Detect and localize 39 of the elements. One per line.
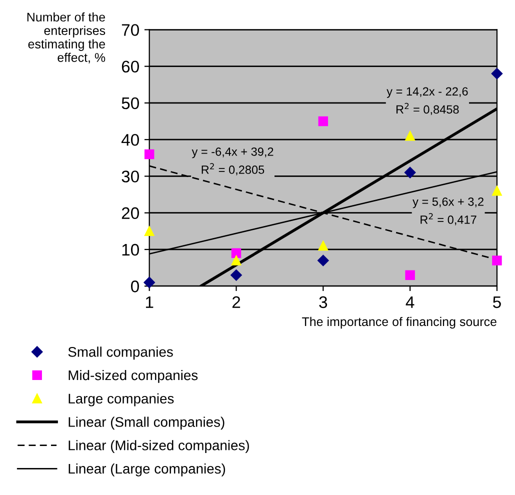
point [405, 131, 415, 141]
point [492, 256, 502, 266]
point [404, 166, 416, 178]
point [144, 149, 154, 160]
legend-label: Large companies [68, 393, 174, 406]
point [491, 68, 503, 80]
annotation: y = 14,2x - 22,6 R$^{2}$ = 0,8458 [386, 87, 468, 116]
y-tick-label: 20 [122, 207, 139, 220]
point [318, 240, 328, 251]
legend-label: Linear (Mid-sized companies) [68, 440, 249, 454]
x-tick-label: 3 [319, 296, 328, 308]
x-tick-label: 5 [493, 296, 501, 308]
legend-label: Linear (Large companies) [68, 463, 226, 476]
y-tick-label: 30 [122, 170, 139, 182]
x-axis-title: The importance of financing source [302, 316, 496, 329]
y-tick-label: 70 [122, 24, 139, 36]
point [318, 116, 328, 126]
point [492, 186, 502, 196]
y-tick-label: 50 [122, 97, 139, 110]
point [231, 256, 242, 266]
point [230, 270, 242, 281]
annotation: y = 5,6x + 3,2 R$^{2}$ = 0,417 [412, 197, 484, 226]
legend-label: Mid-sized companies [68, 370, 198, 383]
point [144, 226, 154, 236]
x-tick-label: 4 [406, 296, 414, 308]
point [405, 270, 415, 280]
point [144, 276, 155, 288]
y-tick-label: 0 [131, 280, 139, 292]
y-tick-label: 10 [122, 244, 139, 256]
legend-label: Linear (Small companies) [68, 416, 224, 430]
annotation: y = -6,4x + 39,2 R$^{2}$ = 0,2805 [192, 147, 274, 176]
point [231, 248, 242, 258]
y-axis-title: Number of the enterprises estimating the effect, % [27, 12, 106, 64]
y-tick-label: 40 [121, 134, 139, 146]
x-tick-label: 2 [232, 296, 240, 308]
point [318, 254, 329, 266]
x-tick-label: 1 [146, 296, 154, 308]
y-tick-label: 60 [122, 60, 139, 73]
legend-label: Small companies [68, 346, 173, 360]
